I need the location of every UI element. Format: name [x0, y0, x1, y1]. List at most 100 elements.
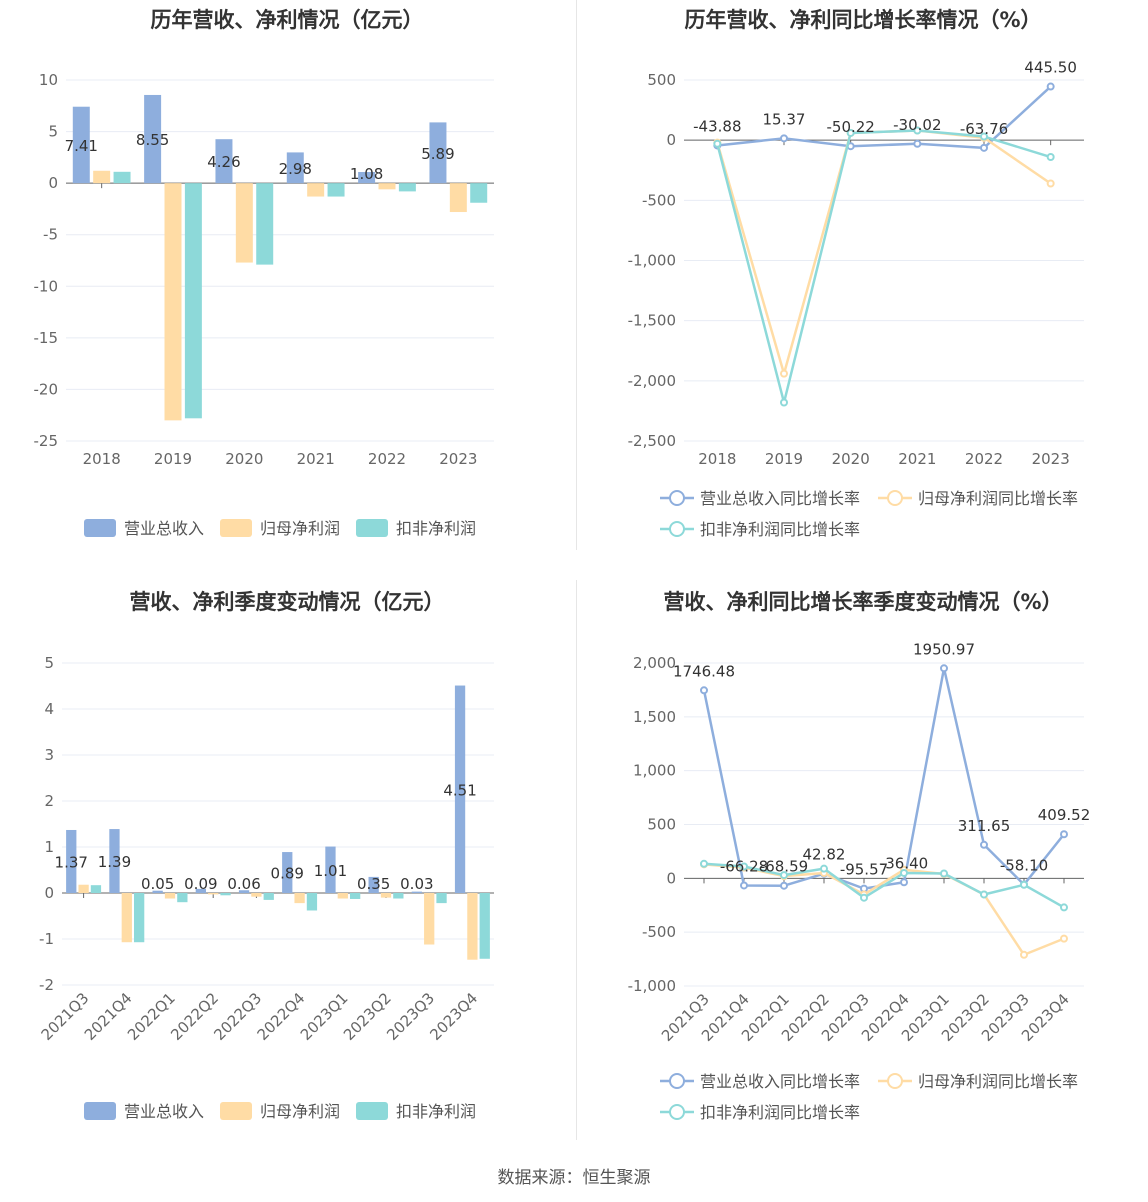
line-data-label: 445.50 [1024, 59, 1077, 77]
bar-revenue [429, 122, 447, 184]
data-point [980, 840, 988, 849]
y-tick-label: -1,000 [628, 977, 676, 995]
data-point [780, 881, 788, 890]
line-data-label: -36.40 [880, 854, 928, 872]
chart-title: 历年营收、净利同比增长率情况（%） [684, 8, 1042, 32]
line-data-label: -63.76 [960, 120, 1008, 138]
chart-title: 营收、净利季度变动情况（亿元） [129, 590, 445, 614]
x-tick-label: 2023 [1032, 450, 1070, 468]
y-tick-label: -500 [642, 923, 676, 941]
bar-deducted-net-profit [327, 183, 345, 197]
bar-data-label: 1.08 [350, 165, 383, 183]
data-point [780, 398, 788, 407]
bar-deducted-net-profit [177, 893, 188, 903]
bar-revenue [238, 890, 250, 893]
x-tick-label: 2019 [154, 450, 192, 468]
data-point [1046, 179, 1055, 188]
legend-swatch [220, 519, 252, 537]
legend-marker [887, 490, 903, 506]
vertical-divider-bottom [576, 580, 577, 1140]
chart-title: 历年营收、净利情况（亿元） [150, 8, 424, 32]
line-data-label: -66.28 [720, 857, 768, 875]
y-tick-label: -500 [642, 191, 676, 209]
x-tick-label: 2021 [297, 450, 335, 468]
bar-data-label: 0.09 [184, 875, 217, 893]
bar-parent-net-profit [164, 183, 182, 421]
legend-marker [887, 1073, 903, 1089]
bar-data-label: 0.05 [141, 875, 174, 893]
bar-revenue [282, 852, 293, 893]
bar-parent-net-profit [337, 893, 348, 899]
legend-swatch [84, 519, 116, 537]
legend-label: 扣非净利润同比增长率 [700, 1103, 860, 1122]
bar-revenue [411, 891, 422, 893]
line-data-label: 311.65 [958, 817, 1011, 835]
line-data-label: 42.82 [803, 846, 846, 864]
y-tick-label: 0 [666, 869, 676, 887]
data-point [860, 893, 868, 902]
data-point [780, 369, 788, 378]
legend-label: 营业总收入同比增长率 [700, 489, 860, 508]
bar-deducted-net-profit [263, 893, 274, 900]
bar-deducted-net-profit [134, 893, 145, 943]
bar-parent-net-profit [208, 893, 219, 895]
y-tick-label: -20 [34, 380, 59, 398]
y-tick-label: -25 [34, 432, 59, 450]
data-point [900, 878, 908, 887]
panel-quarterly-growth: 营收、净利同比增长率季度变动情况（%） 2,000 1,500 1,000 500 0 -… [578, 580, 1148, 1150]
y-tick-label: 2,000 [633, 654, 676, 672]
bar-revenue [72, 106, 90, 184]
bar-deducted-net-profit [220, 893, 231, 896]
bar-deducted-net-profit [479, 893, 490, 959]
y-tick-label: 5 [48, 123, 58, 141]
bar-data-label: 1.37 [55, 853, 88, 871]
bar-revenue [358, 172, 376, 184]
x-tick-label: 2020 [832, 450, 870, 468]
y-tick-label: 3 [44, 746, 54, 764]
legend-label: 营业总收入 [124, 519, 204, 538]
legend-swatch [84, 1102, 116, 1120]
data-point [980, 132, 988, 141]
x-tick-label: 2022 [965, 450, 1003, 468]
line-data-label: -68.59 [760, 858, 808, 876]
bar-data-label: 1.39 [98, 853, 131, 871]
data-point [1020, 950, 1028, 959]
bar-data-label: 4.51 [443, 781, 476, 799]
data-point [740, 881, 748, 890]
data-source-note: 数据来源：恒生聚源 [497, 1168, 651, 1188]
data-point [700, 686, 708, 695]
data-point [846, 128, 855, 137]
legend-marker [669, 521, 685, 537]
legend-label: 扣非净利润同比增长率 [700, 520, 860, 539]
data-point [1060, 830, 1068, 839]
bar-data-label: 0.35 [357, 875, 390, 893]
series-line-2 [703, 862, 1065, 909]
bar-parent-net-profit [294, 893, 305, 904]
bar-deducted-net-profit [350, 893, 361, 899]
line-data-label: 1746.48 [673, 662, 735, 680]
bar-revenue [215, 139, 233, 184]
bar-revenue [66, 829, 77, 893]
line-data-label: -43.88 [693, 117, 741, 135]
bar-deducted-net-profit [113, 171, 131, 184]
x-tick-label: 2023 [439, 450, 477, 468]
panel-annual-growth: 历年营收、净利同比增长率情况（%） 500 0 -500 -1,000 -1,500 -2… [578, 0, 1148, 570]
annual-bar-chart: 10 5 0 -5 -10 -15 -20 -25 2018 2019 2020 2021 2022 20… [34, 71, 494, 538]
data-point [1046, 82, 1055, 91]
y-tick-label: 0 [666, 131, 676, 149]
bar-deducted-net-profit [306, 893, 318, 911]
legend-swatch [356, 1102, 388, 1120]
line-data-label: 409.52 [1038, 806, 1091, 824]
bar-parent-net-profit [307, 183, 325, 197]
bar-parent-net-profit [164, 893, 176, 899]
y-tick-label: -15 [34, 329, 59, 347]
bar-data-label: 0.06 [227, 875, 260, 893]
y-tick-label: 500 [647, 71, 676, 89]
y-tick-label: -2,500 [628, 432, 676, 450]
data-point [700, 859, 708, 868]
bar-revenue [454, 685, 466, 893]
legend-marker [669, 1104, 685, 1120]
bar-deducted-net-profit [256, 183, 274, 265]
bar-revenue [152, 890, 163, 893]
series-line-2 [716, 129, 1052, 404]
